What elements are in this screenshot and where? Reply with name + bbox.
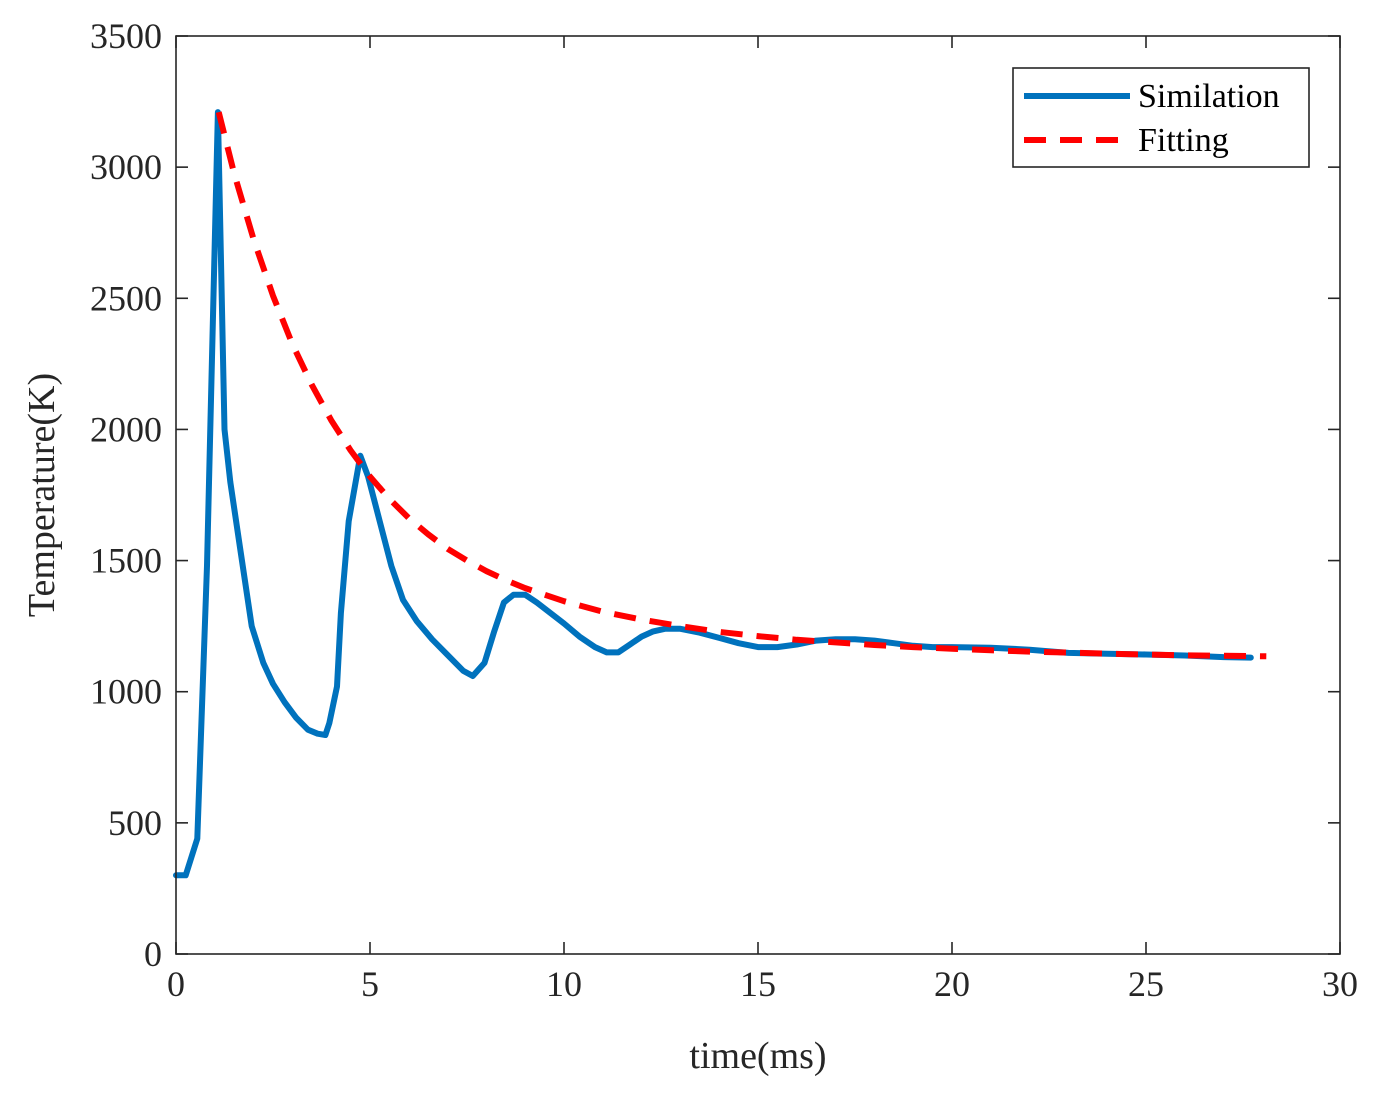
y-tick-label: 500 [108,803,162,843]
x-tick-label: 10 [546,964,582,1004]
y-tick-label: 3000 [90,147,162,187]
y-tick-label: 2500 [90,278,162,318]
x-tick-label: 5 [361,964,379,1004]
y-tick-label: 3500 [90,16,162,56]
x-axis-title: time(ms) [689,1035,826,1077]
legend: Similation Fitting [1012,67,1310,168]
series-layer [173,109,1267,879]
y-tick-label: 1500 [90,541,162,581]
legend-box [1012,67,1310,168]
y-tick-label: 1000 [90,672,162,712]
x-tick-label: 20 [934,964,970,1004]
x-tick-label: 0 [167,964,185,1004]
x-tick-label: 25 [1128,964,1164,1004]
x-tick-label: 15 [740,964,776,1004]
legend-label-similation: Similation [1138,78,1280,115]
series-line-similation [173,109,1254,879]
y-tick-label: 2000 [90,409,162,449]
legend-label-fitting: Fitting [1138,122,1229,159]
x-tick-label: 30 [1322,964,1358,1004]
y-axis-title: Temperature(K) [21,373,63,617]
y-tick-label: 0 [144,934,162,974]
axis-ticks: 0 5 10 15 20 25 30 0 500 1000 1500 2000 2500 3000 3500 [90,16,1358,1004]
series-line-fitting [215,111,1267,660]
